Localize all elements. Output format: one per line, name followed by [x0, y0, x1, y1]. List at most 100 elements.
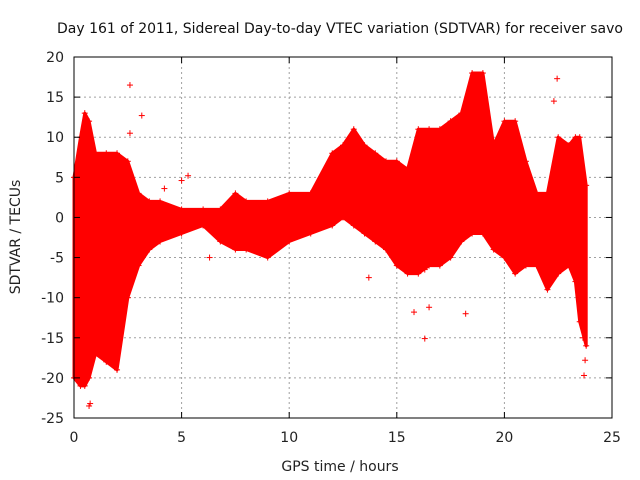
band-upper-point: [361, 142, 368, 149]
data-point: [462, 310, 469, 317]
band-lower-point: [124, 294, 131, 301]
band-upper-point: [555, 134, 562, 141]
band-upper-point: [86, 118, 93, 125]
x-tick-label: 0: [70, 430, 79, 446]
data-point: [554, 75, 561, 82]
band-upper-point: [383, 158, 390, 165]
data-point: [426, 304, 433, 311]
band-lower-point: [307, 230, 314, 237]
band-lower-point: [232, 246, 239, 253]
chart-title: Day 161 of 2011, Sidereal Day-to-day VTE…: [57, 21, 623, 37]
band-lower-point: [286, 238, 293, 245]
band-lower-point: [114, 366, 121, 373]
y-axis-label: SDTVAR / TECUs: [8, 180, 24, 295]
y-tick-label: 0: [55, 210, 64, 226]
band-upper-point: [350, 126, 357, 133]
y-tick-label: -25: [41, 411, 64, 427]
band-upper-point: [426, 126, 433, 133]
band-lower-point: [372, 238, 379, 245]
y-tick-label: -5: [50, 251, 64, 267]
band-lower-point: [490, 246, 497, 253]
data-point: [87, 400, 94, 407]
x-tick-label: 15: [388, 430, 406, 446]
x-tick-label: 20: [495, 430, 513, 446]
band-lower-point: [243, 246, 250, 253]
band-lower-point: [350, 222, 357, 229]
band-lower-point: [92, 350, 99, 357]
data-point: [581, 372, 588, 379]
band-lower-point: [512, 270, 519, 277]
data-point: [126, 130, 133, 137]
y-tick-label: 10: [46, 130, 64, 146]
x-axis-label: GPS time / hours: [281, 459, 398, 475]
data-band: [71, 70, 590, 389]
x-tick-label: 10: [280, 430, 298, 446]
band-lower-point: [217, 238, 224, 245]
band-upper-point: [576, 134, 583, 141]
data-point: [161, 185, 168, 192]
band-lower-point: [393, 262, 400, 269]
band-upper-point: [329, 150, 336, 157]
band-upper-point: [458, 110, 465, 117]
band-upper-point: [479, 70, 486, 77]
band-lower-point: [103, 358, 110, 365]
band-upper-point: [544, 190, 551, 197]
band-upper-point: [490, 142, 497, 149]
band-lower-point: [361, 230, 368, 237]
data-point: [126, 82, 133, 89]
band-upper-point: [146, 198, 153, 205]
band-lower-point: [135, 262, 142, 269]
band-upper-point: [92, 150, 99, 157]
band-lower-point: [86, 374, 93, 381]
band-lower-point: [436, 262, 443, 269]
data-point: [185, 172, 192, 179]
band-upper-point: [565, 142, 572, 149]
band-upper-point: [533, 190, 540, 197]
data-point: [421, 266, 428, 273]
band-upper-point: [501, 118, 508, 125]
band-upper-point: [447, 118, 454, 125]
band-upper-point: [340, 142, 346, 149]
band-upper-point: [114, 150, 121, 157]
data-point: [579, 334, 586, 341]
data-point: [206, 254, 213, 261]
y-tick-label: 5: [55, 170, 64, 186]
band-lower-point: [383, 246, 390, 253]
data-point: [421, 335, 428, 342]
y-tick-label: -15: [41, 331, 64, 347]
band-lower-point: [469, 230, 476, 237]
plot-frame: [73, 56, 613, 419]
band-lower-point: [426, 262, 433, 269]
data-point: [411, 309, 418, 316]
y-tick-label: -20: [41, 371, 64, 387]
y-tick-label: 15: [46, 90, 64, 106]
band-upper-point: [393, 158, 400, 165]
band-lower-point: [146, 246, 153, 253]
y-axis-ticks: -25 -20 -15 -10 -5 0 5 10 15 20: [41, 50, 612, 427]
band-lower-point: [264, 254, 271, 261]
band-upper-point: [157, 198, 164, 205]
data-point: [550, 98, 557, 105]
y-tick-label: -10: [41, 291, 64, 307]
band-upper-point: [372, 150, 379, 157]
band-lower-point: [415, 270, 422, 277]
data-point: [582, 357, 589, 364]
data-envelope: [72, 71, 588, 388]
band-lower-point: [81, 382, 88, 389]
x-axis-ticks: 0 5 10 15 20 25: [70, 57, 621, 446]
band-upper-point: [469, 70, 476, 77]
band-upper-point: [243, 198, 250, 205]
band-lower-point: [544, 286, 551, 293]
band-upper-point: [522, 158, 529, 165]
band-lower-point: [583, 342, 590, 349]
band-upper-point: [103, 150, 110, 157]
band-lower-point: [501, 254, 508, 261]
band-lower-point: [565, 262, 572, 269]
band-upper-point: [415, 126, 422, 133]
band-lower-point: [576, 318, 583, 325]
data-points: [86, 75, 589, 409]
band-upper-point: [404, 166, 411, 173]
band-upper-point: [178, 206, 185, 213]
band-lower-point: [479, 230, 486, 237]
